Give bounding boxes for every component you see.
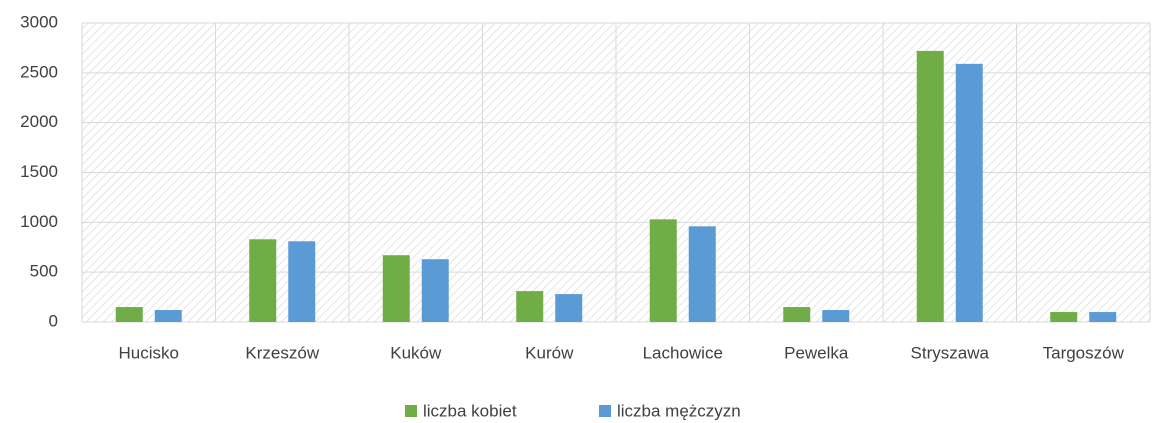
bar [516, 291, 544, 322]
legend-label: liczba kobiet [423, 401, 517, 420]
bar [1050, 312, 1078, 322]
bar [1089, 312, 1117, 322]
bar [115, 307, 143, 322]
y-tick-label: 500 [30, 262, 58, 281]
bar [421, 259, 449, 322]
y-tick-label: 2500 [20, 62, 58, 81]
y-tick-label: 3000 [20, 12, 58, 31]
x-tick-label: Stryszawa [911, 343, 990, 362]
x-tick-label: Krzeszów [245, 343, 319, 362]
x-tick-label: Pewelka [784, 343, 849, 362]
bar [249, 239, 277, 322]
bar [154, 310, 182, 322]
bar [916, 50, 944, 322]
legend-swatch [599, 405, 611, 417]
bar [783, 307, 811, 322]
y-tick-label: 1500 [20, 162, 58, 181]
bar [649, 219, 677, 322]
x-tick-label: Targoszów [1043, 343, 1125, 362]
legend-swatch [405, 405, 417, 417]
x-tick-label: Lachowice [643, 343, 723, 362]
y-tick-label: 1000 [20, 212, 58, 231]
bar [688, 226, 716, 322]
x-tick-label: Hucisko [119, 343, 179, 362]
y-tick-label: 2000 [20, 112, 58, 131]
legend-label: liczba mężczyzn [617, 401, 741, 420]
y-tick-label: 0 [49, 311, 58, 330]
bar [822, 310, 850, 322]
x-tick-label: Kurów [525, 343, 574, 362]
bar [288, 241, 316, 322]
bar [382, 255, 410, 322]
bar [955, 63, 983, 322]
x-tick-label: Kuków [390, 343, 442, 362]
bar [555, 294, 583, 322]
